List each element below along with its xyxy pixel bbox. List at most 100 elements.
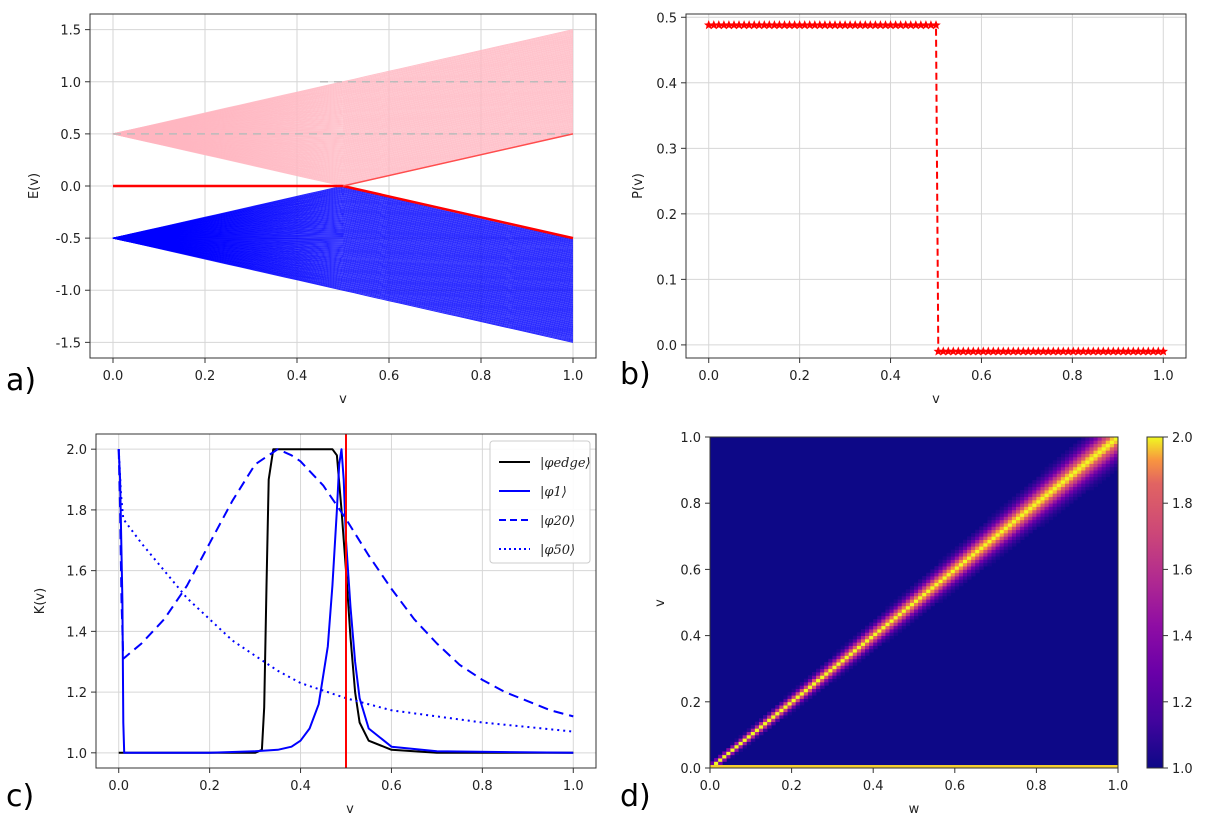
panel-d-cell xyxy=(1036,523,1041,527)
panel-d-cell xyxy=(893,615,899,620)
panel-d-cell xyxy=(999,513,1005,517)
panel-d-cell xyxy=(1003,539,1009,544)
panel-d-cell xyxy=(991,526,996,531)
panel-d-xticks: 0.0 0.2 0.4 0.6 0.8 1.0 xyxy=(700,768,1128,794)
panel-d-cell xyxy=(914,599,919,603)
panel-d-cell xyxy=(1048,499,1054,504)
panel-d-ylabel: v xyxy=(653,599,668,607)
panel-d-cell xyxy=(1028,496,1033,501)
panel-d-cell xyxy=(958,576,964,580)
panel-d-cell xyxy=(1007,516,1013,521)
panel-d-cell xyxy=(832,655,837,660)
panel-d-cell xyxy=(722,754,727,759)
panel-d-cell xyxy=(942,572,948,577)
panel-d-cell xyxy=(820,685,825,689)
panel-b-star-marker xyxy=(1008,346,1018,356)
panel-d-cell xyxy=(824,672,829,676)
panel-d-cell xyxy=(877,632,882,636)
panel-d-cell xyxy=(1028,499,1033,504)
panel-d-cell xyxy=(979,562,984,567)
panel-d-cell xyxy=(1085,473,1090,478)
panel-d-cell xyxy=(971,542,976,547)
panel-d-cell xyxy=(1064,476,1070,481)
panel-d-cell xyxy=(1056,470,1062,474)
panel-d-cell xyxy=(832,652,837,656)
panel-d-cell xyxy=(824,675,829,680)
panel-d-cell xyxy=(1003,509,1009,514)
panel-d-cell xyxy=(803,698,809,703)
panel-d-cell xyxy=(844,648,850,653)
panel-d-cell xyxy=(754,731,760,736)
panel-d-cell xyxy=(1016,506,1021,511)
panel-d-cell xyxy=(1016,509,1021,514)
panel-d-cell xyxy=(767,711,772,716)
panel-d-cell xyxy=(816,675,821,680)
panel-c-ytick-label-2: 1.4 xyxy=(66,625,87,640)
panel-d-cell xyxy=(934,592,939,597)
panel-d-cell xyxy=(922,576,927,580)
panel-d-cell xyxy=(1109,456,1115,461)
panel-d-cell xyxy=(1081,460,1086,464)
panel-d-cell xyxy=(1040,496,1045,501)
panel-d-cell xyxy=(1077,486,1082,491)
panel-c-ytick-label-4: 1.8 xyxy=(66,504,87,519)
panel-b-star-marker xyxy=(943,346,953,356)
panel-d-cell xyxy=(967,546,972,550)
panel-d-cell xyxy=(954,569,960,574)
panel-d-cell xyxy=(816,685,821,689)
panel-d-cell xyxy=(714,758,719,762)
panel-d-cell xyxy=(1032,499,1037,504)
panel-d-cell xyxy=(791,688,797,693)
panel-b-star-marker xyxy=(1098,346,1108,356)
panel-d-cell xyxy=(918,582,923,587)
panel-d-cell xyxy=(1089,437,1094,441)
panel-d-cell xyxy=(1056,483,1062,488)
panel-d-cell xyxy=(1007,499,1013,504)
panel-b-star-marker xyxy=(865,20,876,30)
panel-c-xtick-label-3: 0.6 xyxy=(381,779,402,794)
panel-b-star-marker xyxy=(830,20,840,30)
panel-d-cell xyxy=(1069,456,1074,461)
panel-d-cell xyxy=(962,579,968,584)
panel-d-cell xyxy=(1007,536,1013,541)
panel-d-cell xyxy=(1040,499,1045,504)
panel-d-cell xyxy=(987,562,992,567)
panel-d-cell xyxy=(1003,542,1009,547)
panel-d-cell xyxy=(967,572,972,577)
panel-d-cell xyxy=(1064,463,1070,468)
panel-d-cell xyxy=(987,519,992,524)
panel-c-xtick-label-5: 1.0 xyxy=(563,779,584,794)
panel-d-cell xyxy=(799,688,805,693)
panel-d-cell xyxy=(795,691,801,696)
panel-d-cell xyxy=(848,638,854,643)
panel-d-cell xyxy=(995,556,1001,560)
panel-d-cell xyxy=(922,592,927,597)
panel-d-cell xyxy=(803,678,809,683)
panel-d-cell xyxy=(820,665,825,670)
panel-d-cell xyxy=(1060,456,1066,461)
panel-d-cell xyxy=(946,566,952,570)
panel-d-cell xyxy=(1007,539,1013,544)
panel-d-cell xyxy=(967,562,972,567)
panel-d-cell xyxy=(950,572,956,577)
panel-d-cell xyxy=(1032,489,1037,494)
panel-d-cell xyxy=(922,585,927,590)
panel-d-cell xyxy=(1085,460,1090,464)
panel-d-cell xyxy=(869,625,874,630)
panel-d-cell xyxy=(1020,513,1025,517)
panel-d-cell xyxy=(1016,536,1021,541)
panel-d-cell xyxy=(1073,463,1078,468)
panel-d-cell xyxy=(824,662,829,666)
panel-d-cell xyxy=(767,721,772,726)
panel-d-cell xyxy=(1105,456,1111,461)
panel-d-cell xyxy=(730,751,735,756)
panel-d-cell xyxy=(856,632,862,636)
panel-d-cell xyxy=(950,566,956,570)
panel-b-star-marker xyxy=(993,346,1003,356)
panel-d-cell xyxy=(1069,446,1074,451)
panel-d-cell xyxy=(983,536,988,541)
panel-d-cell xyxy=(971,556,976,560)
panel-d-cell xyxy=(1105,466,1111,471)
panel-d-cell xyxy=(918,612,923,617)
panel-d-cell xyxy=(1020,532,1025,537)
